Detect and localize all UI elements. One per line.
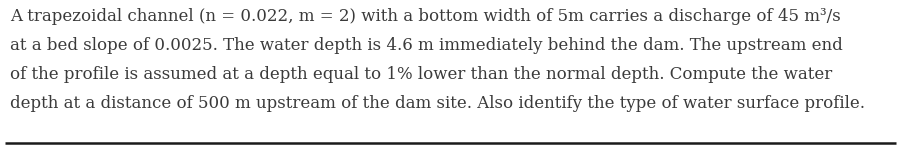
Text: of the profile is assumed at a depth equal to 1% lower than the normal depth. Co: of the profile is assumed at a depth equ…: [10, 66, 833, 83]
Text: depth at a distance of 500 m upstream of the dam site. Also identify the type of: depth at a distance of 500 m upstream of…: [10, 95, 865, 112]
Text: A trapezoidal channel (n = 0.022, m = 2) with a bottom width of 5m carries a dis: A trapezoidal channel (n = 0.022, m = 2)…: [10, 8, 841, 25]
Text: at a bed slope of 0.0025. The water depth is 4.6 m immediately behind the dam. T: at a bed slope of 0.0025. The water dept…: [10, 37, 842, 54]
